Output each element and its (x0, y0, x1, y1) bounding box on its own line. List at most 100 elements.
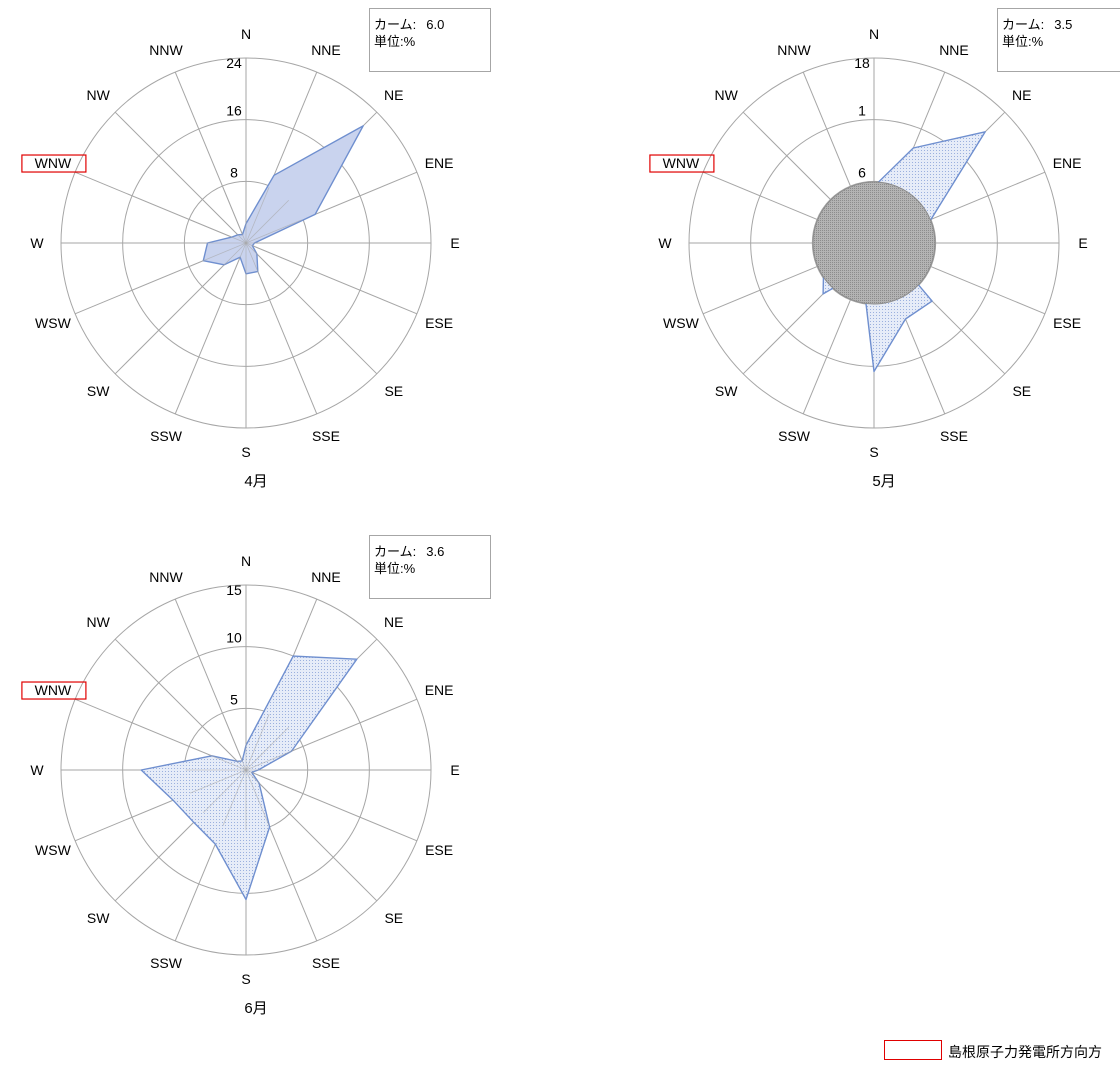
direction-label-nne: NNE (939, 42, 969, 58)
calm-box-april: カーム: 6.0 単位:% (369, 8, 491, 72)
direction-label-ene: ENE (1053, 155, 1082, 171)
inner-spoke (202, 769, 247, 814)
direction-label-nw: NW (715, 87, 739, 103)
direction-label-ene: ENE (425, 155, 454, 171)
calm-label: カーム: (1002, 17, 1045, 32)
ring-label: 24 (226, 55, 242, 71)
direction-label-nnw: NNW (777, 42, 811, 58)
direction-label-sw: SW (87, 910, 110, 926)
direction-label-ssw: SSW (150, 428, 183, 444)
direction-label-wnw: WNW (35, 155, 72, 171)
direction-label-n: N (241, 553, 251, 569)
calm-value: 3.6 (426, 544, 445, 559)
ring-label: 5 (230, 691, 238, 707)
inner-spoke (190, 769, 247, 794)
wind-rose-2: N NNE NE ENE E ESE SE SSE S SSW SW WSW W WNW NW NNW 5 10 1… (21, 553, 460, 1017)
calm-box-june: カーム: 3.6 単位:% (369, 535, 491, 599)
calm-value: 3.5 (1054, 17, 1073, 32)
direction-label-sse: SSE (312, 428, 340, 444)
highlight-swatch (884, 1040, 942, 1060)
ring-label: 18 (854, 55, 870, 71)
inner-spoke (245, 746, 302, 771)
ring-label: 15 (226, 582, 242, 598)
inner-spoke (190, 219, 247, 244)
direction-label-ene: ENE (425, 682, 454, 698)
inner-spoke (190, 746, 247, 771)
direction-label-n: N (869, 26, 879, 42)
direction-label-e: E (1078, 235, 1087, 251)
calm-disk (812, 181, 936, 305)
inner-spoke (245, 187, 270, 244)
month-label: 4月 (244, 473, 267, 490)
calm-box-may: カーム: 3.5 単位:% (997, 8, 1120, 72)
direction-label-w: W (30, 235, 44, 251)
inner-spoke (245, 242, 270, 299)
direction-label-wsw: WSW (663, 315, 700, 331)
direction-label-ssw: SSW (150, 955, 183, 971)
highlight-box (649, 154, 715, 173)
direction-label-wnw: WNW (35, 682, 72, 698)
inner-spoke (222, 242, 247, 299)
direction-label-ne: NE (384, 614, 403, 630)
inner-spoke (245, 769, 270, 826)
direction-label-ese: ESE (425, 315, 453, 331)
units-label: 単位:% (374, 561, 416, 576)
ring-label: 8 (230, 164, 238, 180)
ring-label: 6 (858, 164, 866, 180)
direction-label-wnw: WNW (663, 155, 700, 171)
inner-spoke (245, 242, 290, 287)
direction-label-nw: NW (87, 614, 111, 630)
direction-label-sse: SSE (312, 955, 340, 971)
month-label: 5月 (872, 473, 895, 490)
inner-spoke (222, 187, 247, 244)
inner-spoke (222, 714, 247, 771)
wind-rose-0: N NNE NE ENE E ESE SE SSE S SSW SW WSW W WNW NW NNW 8 16 2… (21, 26, 460, 490)
inner-spoke (245, 769, 302, 794)
direction-label-s: S (869, 444, 878, 460)
inner-spoke (245, 219, 302, 244)
direction-label-w: W (658, 235, 672, 251)
direction-label-w: W (30, 762, 44, 778)
inner-spoke (245, 199, 290, 244)
direction-label-s: S (241, 444, 250, 460)
highlight-box (21, 681, 87, 700)
direction-label-nne: NNE (311, 42, 341, 58)
calm-value: 6.0 (426, 17, 445, 32)
direction-label-sse: SSE (940, 428, 968, 444)
direction-label-nne: NNE (311, 569, 341, 585)
direction-label-se: SE (384, 910, 403, 926)
inner-spoke (245, 769, 290, 814)
inner-spoke (202, 726, 247, 771)
wind-rose-1: N NNE NE ENE E ESE SE SSE S SSW SW WSW W WNW NW NNW 6 1 18… (649, 26, 1088, 490)
units-label: 単位:% (374, 34, 416, 49)
direction-label-ne: NE (384, 87, 403, 103)
direction-label-se: SE (384, 383, 403, 399)
direction-label-sw: SW (87, 383, 110, 399)
direction-label-nw: NW (87, 87, 111, 103)
direction-label-wsw: WSW (35, 315, 72, 331)
direction-label-wsw: WSW (35, 842, 72, 858)
calm-label: カーム: (374, 17, 417, 32)
inner-spoke (245, 714, 270, 771)
units-label: 単位:% (1002, 34, 1044, 49)
calm-label: カーム: (374, 544, 417, 559)
inner-spoke (202, 199, 247, 244)
inner-spoke (222, 769, 247, 826)
series-polygon (202, 125, 364, 275)
direction-label-e: E (450, 235, 459, 251)
direction-label-ese: ESE (1053, 315, 1081, 331)
direction-label-ne: NE (1012, 87, 1031, 103)
ring-label: 1 (858, 103, 866, 119)
direction-label-ese: ESE (425, 842, 453, 858)
ring-label: 10 (226, 630, 242, 646)
inner-spoke (190, 242, 247, 267)
direction-label-nnw: NNW (149, 569, 183, 585)
highlight-box (21, 154, 87, 173)
direction-label-se: SE (1012, 383, 1031, 399)
direction-label-e: E (450, 762, 459, 778)
direction-label-nnw: NNW (149, 42, 183, 58)
month-label: 6月 (244, 1000, 267, 1017)
direction-label-ssw: SSW (778, 428, 811, 444)
direction-label-sw: SW (715, 383, 738, 399)
